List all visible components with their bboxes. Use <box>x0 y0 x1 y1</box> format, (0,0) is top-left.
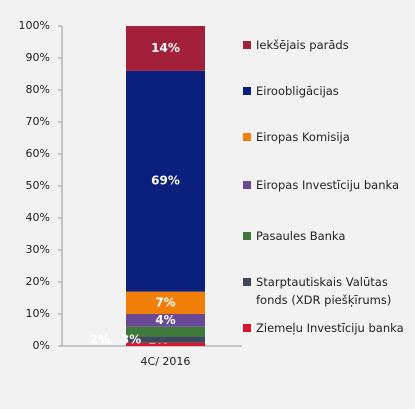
y-tick-label: 30% <box>26 243 50 256</box>
legend-item: Eiropas Investīciju banka <box>243 176 415 194</box>
legend-item: Starptautiskais Valūtas fonds (XDR piešķ… <box>243 273 415 309</box>
legend-item: Iekšējais parāds <box>243 36 415 54</box>
y-tick-label: 50% <box>26 179 50 192</box>
legend-swatch <box>243 232 251 240</box>
y-tick-label: 70% <box>26 115 50 128</box>
bar-segment <box>126 70 205 292</box>
y-tick-label: 100% <box>19 19 50 32</box>
legend-label: Eiropas Investīciju banka <box>256 178 400 192</box>
legend-swatch <box>243 181 251 189</box>
bar-segment <box>126 342 205 346</box>
y-tick-label: 80% <box>26 83 50 96</box>
bar-segment <box>126 26 205 71</box>
data-label: 14% <box>151 41 180 55</box>
data-label: 3% <box>121 333 141 347</box>
x-tick-label: 4C/ 2016 <box>141 355 191 368</box>
legend-label: Starptautiskais Valūtas fonds (XDR piešķ… <box>256 275 392 307</box>
y-tick-label: 10% <box>26 307 50 320</box>
y-tick-label: 20% <box>26 275 50 288</box>
legend-swatch <box>243 324 251 332</box>
legend-label: Iekšējais parāds <box>256 38 349 52</box>
y-tick-label: 90% <box>26 51 50 64</box>
legend-item: Pasaules Banka <box>243 227 415 245</box>
y-tick-label: 60% <box>26 147 50 160</box>
data-label: 4% <box>155 313 175 327</box>
legend-swatch <box>243 133 251 141</box>
legend-label: Ziemeļu Investīciju banka <box>256 321 404 335</box>
bar-segment <box>126 314 205 327</box>
legend-swatch <box>243 41 251 49</box>
legend-swatch <box>243 87 251 95</box>
legend-label: Pasaules Banka <box>256 229 346 243</box>
bar-segment <box>126 326 205 337</box>
legend-item: Eiropas Komisija <box>243 128 415 146</box>
legend-label: Eiroobligācijas <box>256 84 339 98</box>
y-tick-label: 0% <box>33 339 50 352</box>
legend-label: Eiropas Komisija <box>256 130 350 144</box>
legend-item: Eiroobligācijas <box>243 82 415 100</box>
bar-segment <box>126 336 205 343</box>
legend-swatch <box>243 278 251 286</box>
bar-segment <box>126 291 205 314</box>
data-label: 7% <box>155 295 175 309</box>
legend-item: Ziemeļu Investīciju banka <box>243 319 415 337</box>
data-label: 2% <box>90 333 110 347</box>
y-tick-label: 40% <box>26 211 50 224</box>
data-label: 69% <box>151 174 180 188</box>
